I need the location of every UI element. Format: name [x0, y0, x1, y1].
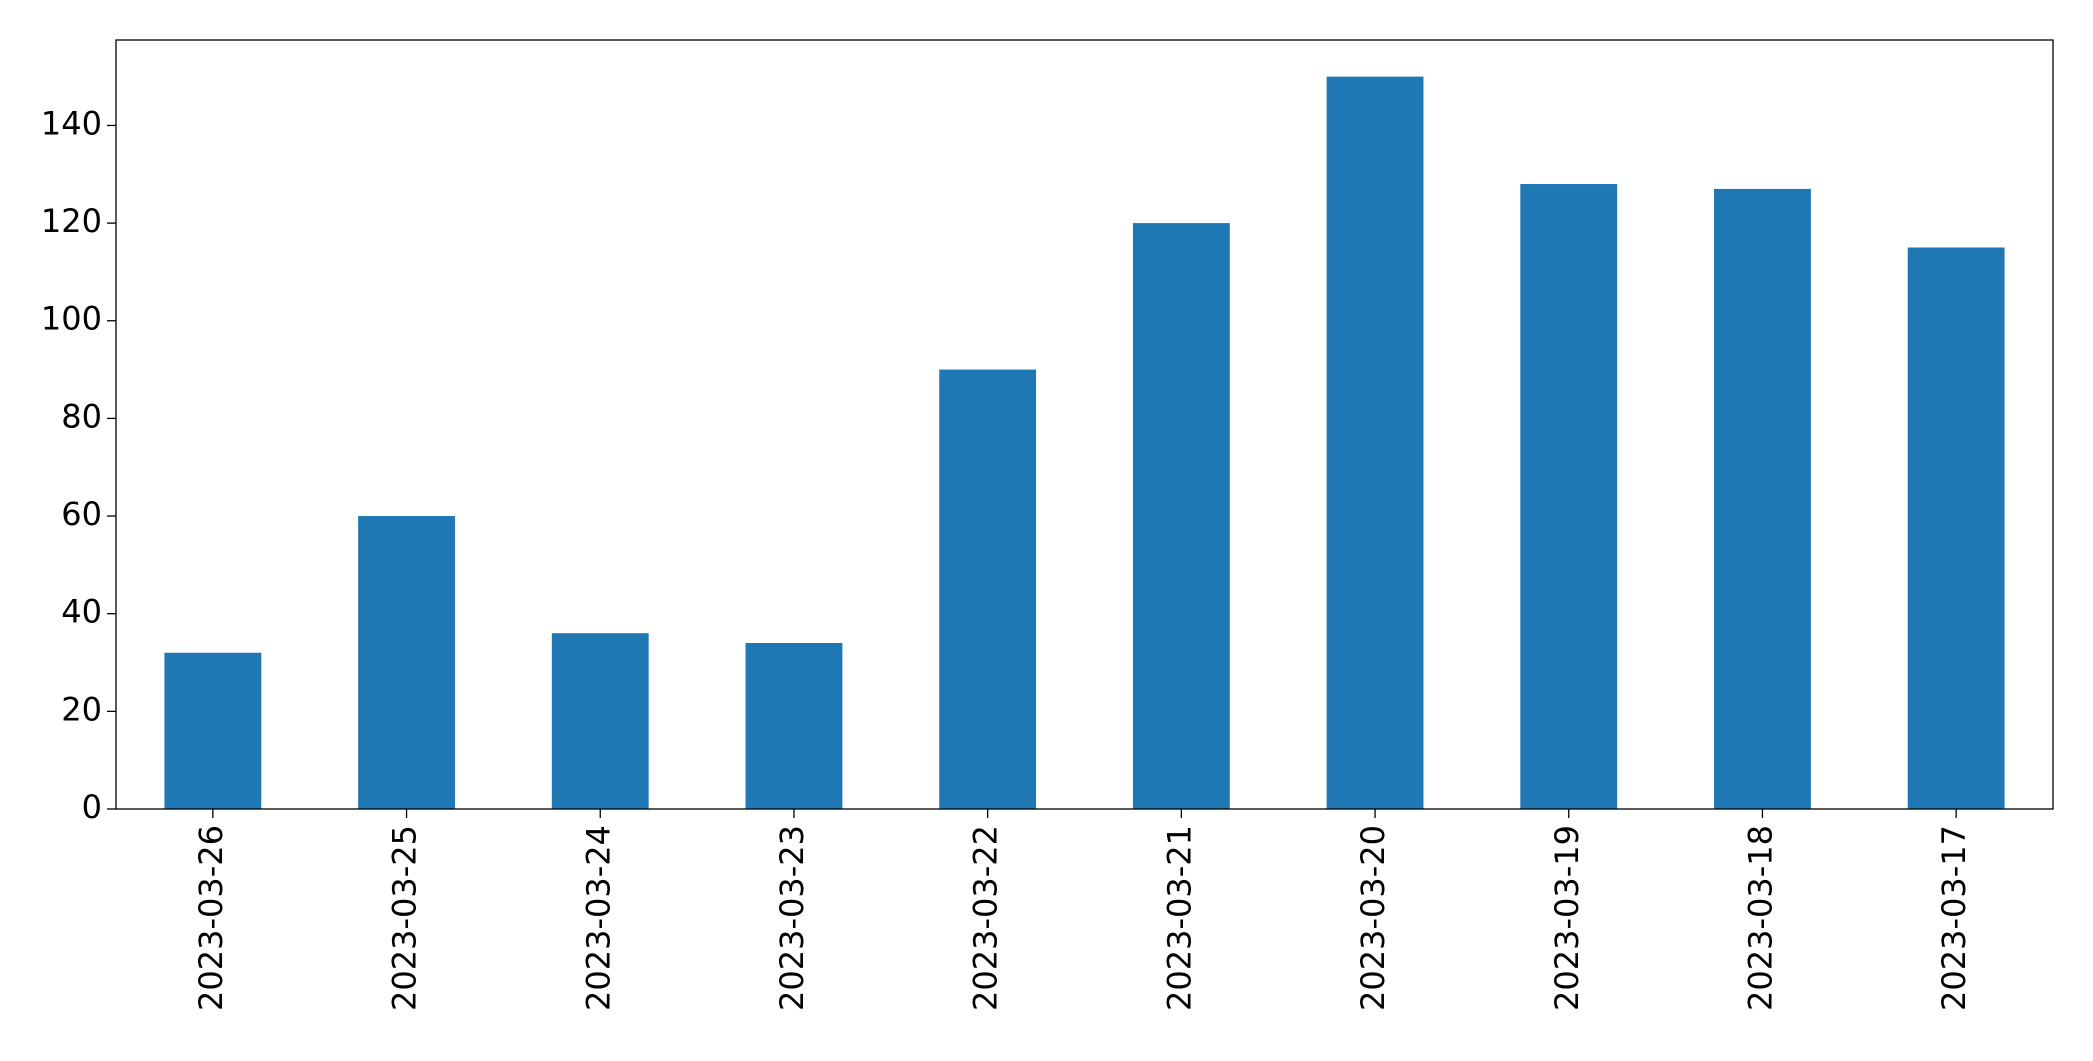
- bar: [939, 369, 1037, 809]
- bar: [1520, 184, 1618, 810]
- x-tick-label: 2023-03-22: [967, 825, 1005, 1011]
- y-tick-label: 140: [41, 104, 102, 142]
- x-tick-label: 2023-03-19: [1548, 825, 1586, 1011]
- y-tick-label: 120: [41, 202, 102, 240]
- y-tick-label: 20: [61, 690, 102, 728]
- y-tick-label: 0: [82, 788, 102, 826]
- bar: [1714, 188, 1811, 809]
- x-tick-label: 2023-03-25: [386, 825, 424, 1011]
- x-tick-label: 2023-03-26: [192, 825, 230, 1011]
- bar: [551, 633, 649, 809]
- y-tick-label: 40: [61, 593, 102, 631]
- x-tick-label: 2023-03-24: [579, 825, 617, 1011]
- x-tick-label: 2023-03-18: [1741, 825, 1779, 1011]
- y-tick-label: 100: [41, 300, 102, 338]
- x-tick-label: 2023-03-20: [1354, 825, 1392, 1011]
- x-tick-label: 2023-03-17: [1935, 825, 1973, 1011]
- bar: [358, 516, 455, 809]
- bar: [164, 652, 262, 809]
- y-tick-label: 80: [61, 397, 102, 435]
- plot-frame: [115, 39, 2054, 810]
- bar: [745, 642, 843, 809]
- y-tick-label: 60: [61, 495, 102, 533]
- bar: [1132, 223, 1230, 810]
- bar: [1907, 247, 2005, 809]
- bar: [1326, 76, 1424, 810]
- x-tick-label: 2023-03-21: [1160, 825, 1198, 1011]
- x-tick-label: 2023-03-23: [773, 825, 811, 1011]
